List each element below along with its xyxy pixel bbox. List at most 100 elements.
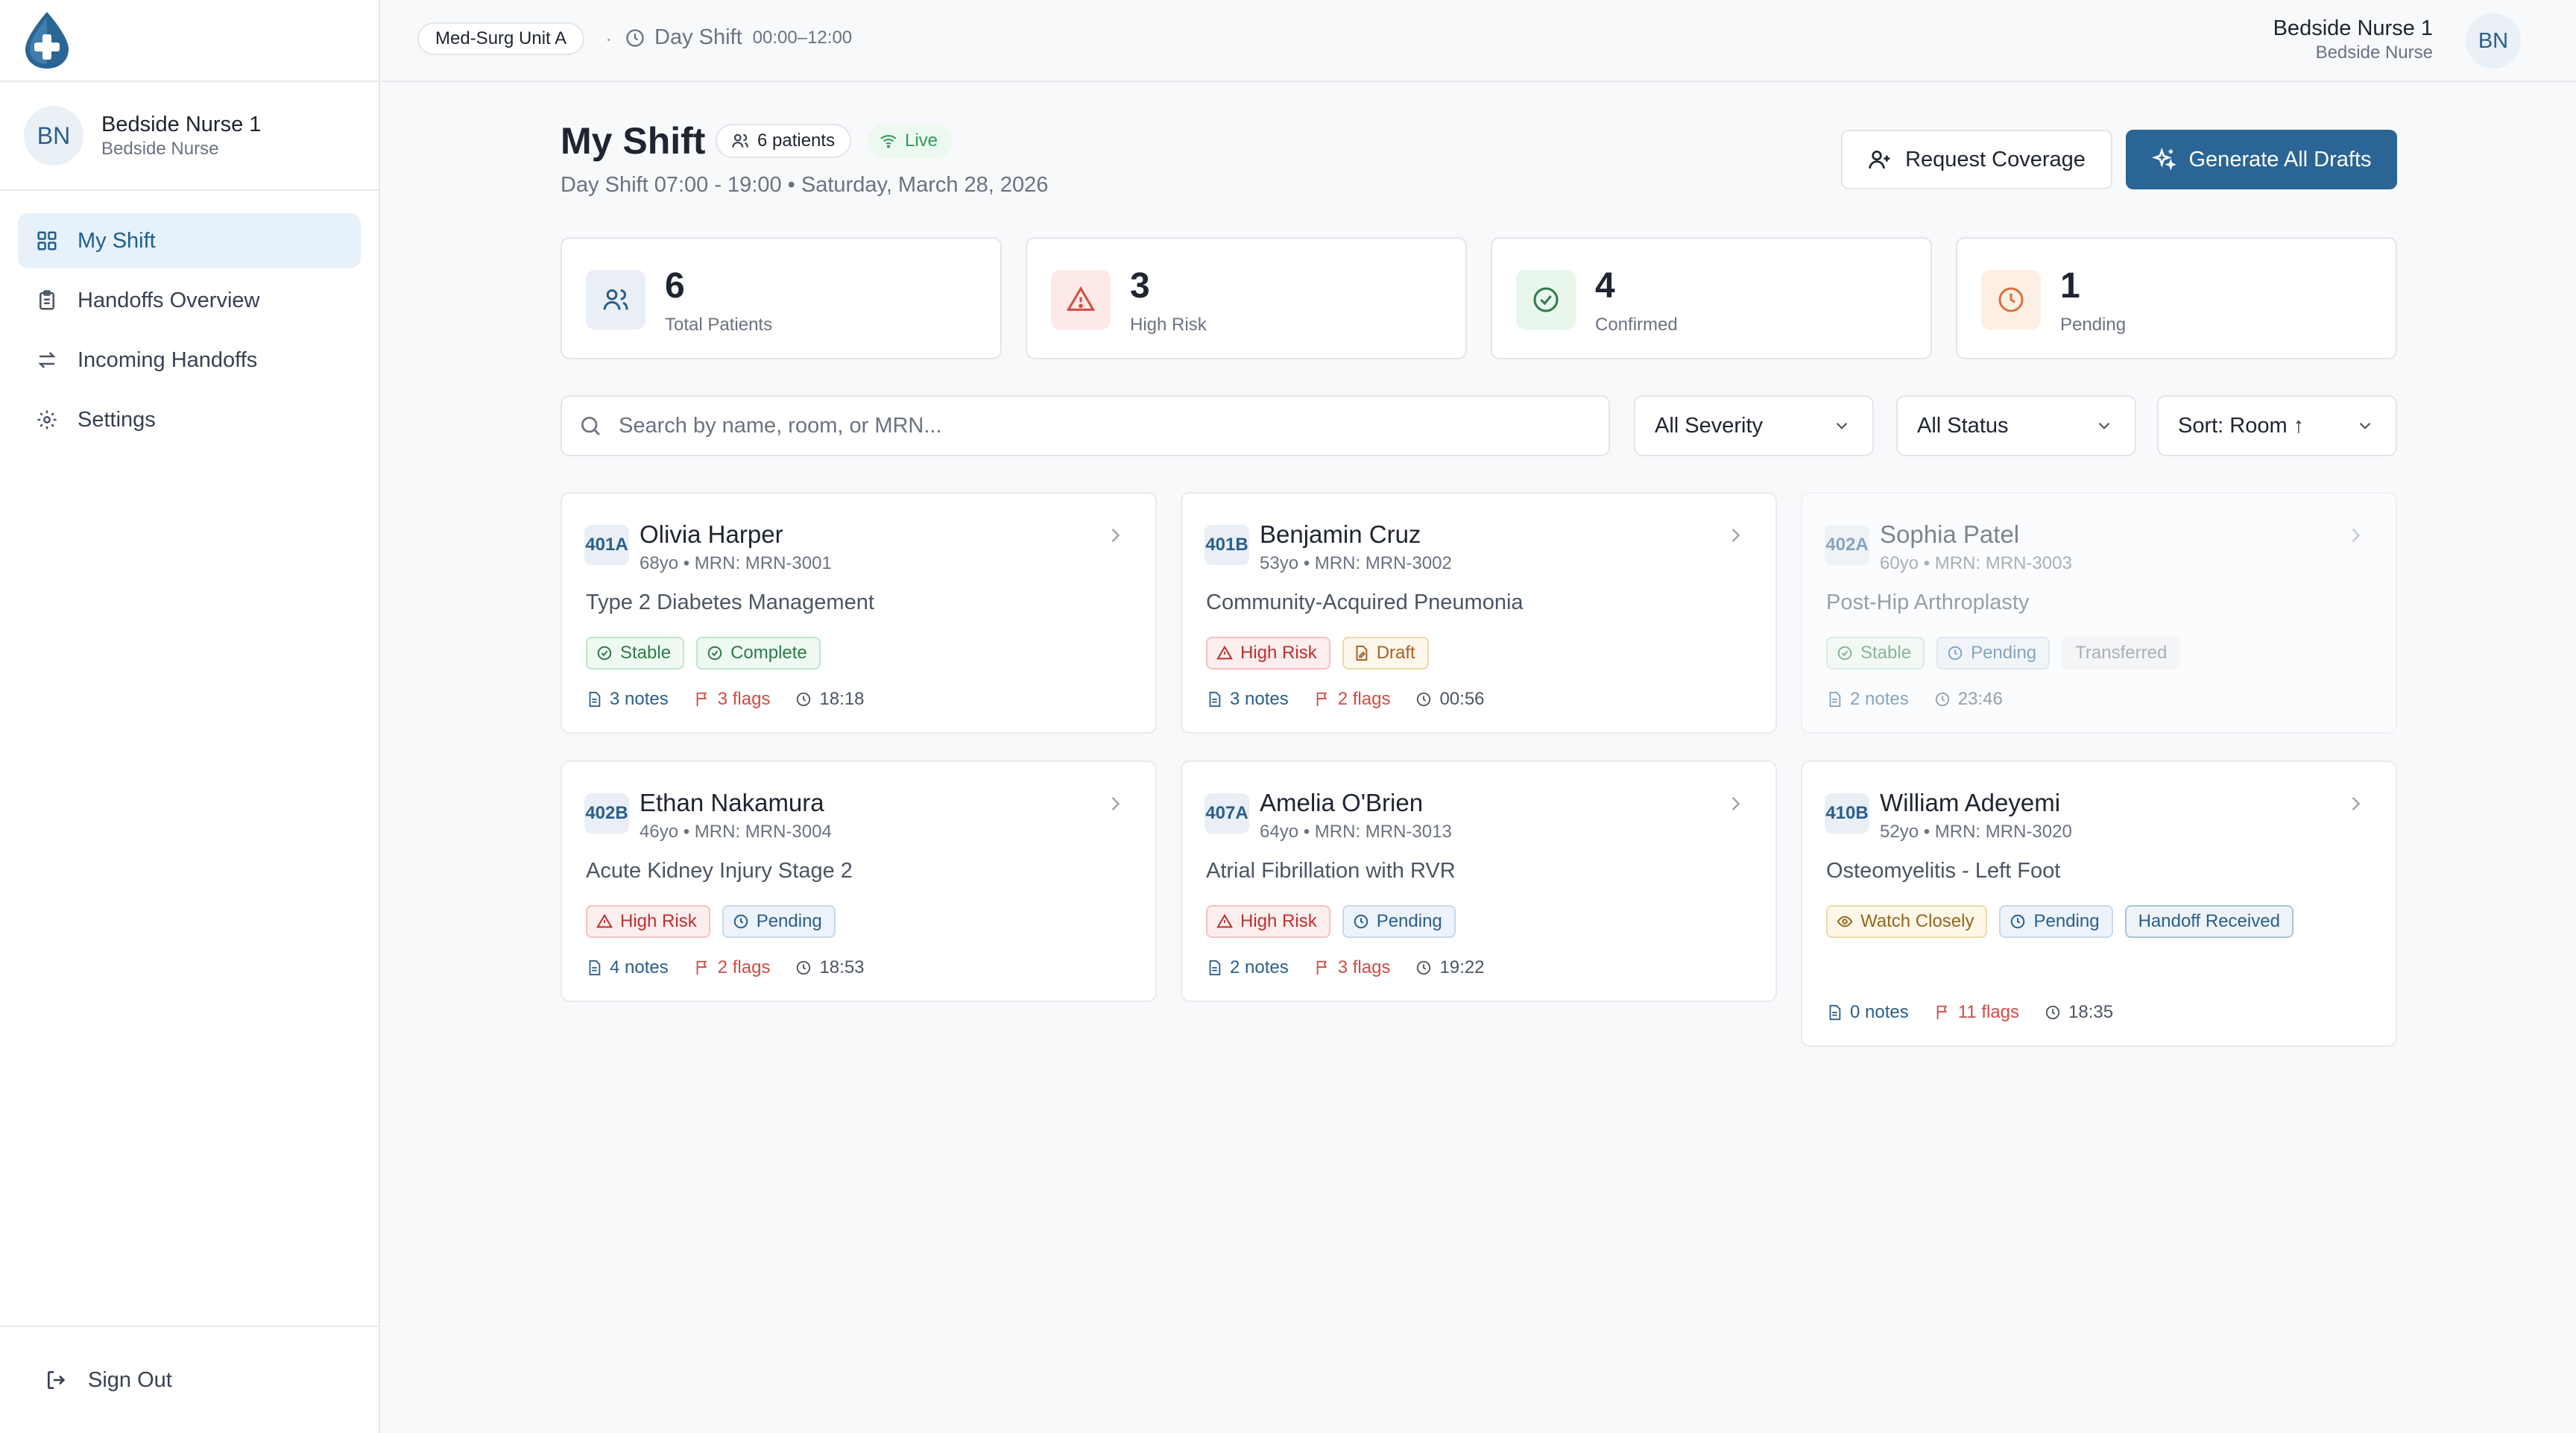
clock-icon <box>797 692 811 707</box>
chevron-down-icon <box>2359 422 2371 429</box>
stat-label: Confirmed <box>1595 315 1678 335</box>
clock-icon <box>1417 692 1431 707</box>
notes-count: 2 notes <box>1826 689 1909 710</box>
notes-text: 2 notes <box>1850 689 1909 709</box>
status-badge: Stable <box>1826 637 1925 670</box>
user-role: Bedside Nurse <box>101 139 219 159</box>
generate-drafts-button[interactable]: Generate All Drafts <box>2126 130 2397 189</box>
logo-icon <box>25 12 69 69</box>
search-input[interactable] <box>619 413 1588 438</box>
flags-count: 2 flags <box>1314 689 1390 710</box>
clock-icon <box>2011 914 2025 929</box>
last-updated: 18:53 <box>795 957 865 978</box>
flags-text: 3 flags <box>1337 957 1391 977</box>
sidebar-item-handoffs-overview[interactable]: Handoffs Overview <box>18 273 361 328</box>
search-icon <box>581 417 600 435</box>
patient-card[interactable]: 407A Amelia O'Brien 64yo • MRN: MRN-3013 At… <box>1181 760 1777 1002</box>
room-badge: 402B <box>584 793 629 834</box>
topbar-user-role: Bedside Nurse <box>2315 42 2433 63</box>
check-circle-icon <box>597 646 612 661</box>
badge-label: Pending <box>2033 911 2100 931</box>
stat-total-patients: 6 Total Patients <box>561 237 1002 359</box>
stat-pending: 1 Pending <box>1956 237 2397 359</box>
warning-icon <box>1216 645 1233 660</box>
chevron-right-icon <box>1731 797 1740 810</box>
sign-out-button[interactable]: Sign Out <box>0 1326 379 1433</box>
last-updated: 18:18 <box>795 689 865 710</box>
stats-row: 6 Total Patients 3 High Risk 4 Confirmed <box>561 237 2397 359</box>
stat-value: 1 <box>2060 266 2080 306</box>
flags-text: 2 flags <box>717 957 771 977</box>
notes-text: 2 notes <box>1230 957 1289 977</box>
patient-name: Sophia Patel <box>1880 520 2020 548</box>
badge-label: Pending <box>756 911 822 931</box>
notes-count: 3 notes <box>586 689 669 710</box>
stat-label: Pending <box>2060 315 2127 335</box>
shift-time: 00:00–12:00 <box>752 27 853 48</box>
status-value: All Status <box>1917 413 2009 438</box>
unit-badge[interactable]: Med-Surg Unit A <box>417 22 585 55</box>
request-coverage-button[interactable]: Request Coverage <box>1841 130 2112 189</box>
status-badge: Watch Closely <box>1826 905 1988 938</box>
clock-icon <box>1948 646 1963 661</box>
sidebar-item-label: Incoming Handoffs <box>78 347 258 372</box>
patient-name: Olivia Harper <box>640 520 783 548</box>
severity-select[interactable]: All Severity <box>1634 395 1874 456</box>
warning-icon <box>1066 286 1096 311</box>
filter-bar: All Severity All Status Sort: Room ↑ <box>561 395 2397 456</box>
patient-card[interactable]: 401A Olivia Harper 68yo • MRN: MRN-3001 Typ… <box>561 492 1157 734</box>
sign-out-label: Sign Out <box>88 1367 172 1392</box>
clock-icon <box>1354 914 1368 929</box>
sidebar-item-incoming-handoffs[interactable]: Incoming Handoffs <box>18 333 361 388</box>
shift-info: Day Shift 00:00–12:00 <box>625 25 852 50</box>
status-select[interactable]: All Status <box>1896 395 2136 456</box>
room-badge: 401A <box>584 525 629 565</box>
wifi-icon <box>880 135 897 148</box>
users-icon <box>732 133 748 148</box>
sidebar-item-settings[interactable]: Settings <box>18 392 361 447</box>
sort-select[interactable]: Sort: Room ↑ <box>2157 395 2397 456</box>
eye-icon <box>1837 916 1853 927</box>
notes-text: 0 notes <box>1850 1002 1909 1022</box>
patient-card[interactable]: 410B William Adeyemi 52yo • MRN: MRN-3020 O… <box>1801 760 2397 1047</box>
patient-card[interactable]: 402B Ethan Nakamura 46yo • MRN: MRN-3004 Ac… <box>561 760 1157 1002</box>
stat-value: 3 <box>1130 266 1150 306</box>
sidebar-item-my-shift[interactable]: My Shift <box>18 213 361 268</box>
sidebar-item-label: My Shift <box>78 228 156 253</box>
patient-diagnosis: Community-Acquired Pneumonia <box>1206 590 1524 614</box>
flags-text: 11 flags <box>1957 1002 2020 1022</box>
last-updated: 18:35 <box>2045 1002 2113 1023</box>
avatar[interactable]: BN <box>2466 13 2521 69</box>
last-updated: 00:56 <box>1415 689 1485 710</box>
logo-row <box>0 0 379 82</box>
clock-icon <box>1417 960 1431 975</box>
chevron-right-icon <box>1111 529 1120 542</box>
patient-name: Ethan Nakamura <box>640 789 824 816</box>
topbar: Med-Surg Unit A · Day Shift 00:00–12:00 … <box>382 0 2576 82</box>
stat-value: 6 <box>665 266 685 306</box>
patient-card[interactable]: 402A Sophia Patel 60yo • MRN: MRN-3003 Post… <box>1801 492 2397 734</box>
badge-row: Stable Complete <box>586 637 1108 681</box>
card-footer: 3 notes 3 flags 18:18 <box>586 689 890 710</box>
badge-label: High Risk <box>1240 911 1317 931</box>
page-subtitle: Day Shift 07:00 - 19:00 • Saturday, Marc… <box>561 173 1049 197</box>
main-content: My Shift 6 patients Live Day Shift 07:00… <box>561 82 2397 1047</box>
check-circle-icon <box>1533 287 1559 312</box>
stat-high-risk: 3 High Risk <box>1026 237 1467 359</box>
patient-card[interactable]: 401B Benjamin Cruz 53yo • MRN: MRN-3002 Com… <box>1181 492 1777 734</box>
sidebar-item-label: Settings <box>78 407 156 432</box>
patient-meta: 53yo • MRN: MRN-3002 <box>1260 553 1452 573</box>
status-badge: Complete <box>696 637 821 670</box>
clock-icon <box>1935 692 1949 707</box>
stat-label: Total Patients <box>665 315 773 335</box>
notes-text: 3 notes <box>1230 689 1289 709</box>
logout-icon <box>48 1371 66 1389</box>
document-icon <box>589 691 601 708</box>
badge-row: Stable Pending Transferred <box>1826 637 2348 681</box>
flag-icon <box>1316 692 1327 707</box>
time-text: 00:56 <box>1439 689 1485 709</box>
user-name: Bedside Nurse 1 <box>101 113 262 136</box>
sidebar: BN Bedside Nurse 1 Bedside Nurse My Shif… <box>0 0 380 1433</box>
patient-diagnosis: Post-Hip Arthroplasty <box>1826 590 2030 614</box>
badge-row: Watch Closely Pending Handoff Received <box>1826 905 2348 950</box>
